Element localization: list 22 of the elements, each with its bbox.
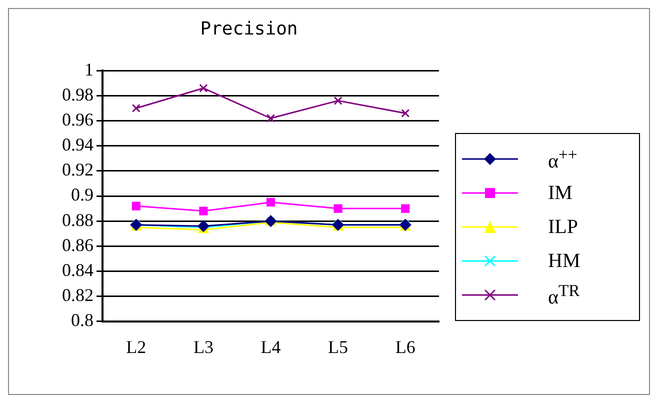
- y-tick-label: 0.96: [62, 109, 94, 130]
- x-tick-label: L3: [193, 336, 214, 357]
- y-tick-label: 0.88: [62, 210, 94, 230]
- y-tick-label: 0.82: [62, 285, 94, 306]
- legend-label: α$^{++}$: [548, 144, 578, 174]
- x-tick-label: L4: [260, 336, 281, 357]
- x-tick-label: L2: [126, 336, 146, 357]
- chart-title: Precision: [200, 18, 298, 40]
- y-tick-label: 0.86: [62, 234, 94, 255]
- legend-label: ILP: [548, 216, 578, 238]
- legend-label: HM: [548, 250, 580, 272]
- legend-label: IM: [548, 182, 572, 204]
- y-tick-label: 1: [84, 59, 94, 80]
- y-tick-label: 0.8: [71, 310, 94, 330]
- y-tick-label: 0.84: [62, 260, 94, 280]
- y-tick-label: 0.92: [62, 160, 94, 180]
- y-tick-label: 0.94: [62, 134, 94, 155]
- x-tick-label: L5: [328, 336, 348, 357]
- y-tick-label: 0.98: [62, 84, 94, 104]
- legend-label: α$^{TR}$: [548, 280, 580, 310]
- y-tick-label: 0.9: [71, 184, 94, 205]
- x-tick-label: L6: [395, 336, 416, 357]
